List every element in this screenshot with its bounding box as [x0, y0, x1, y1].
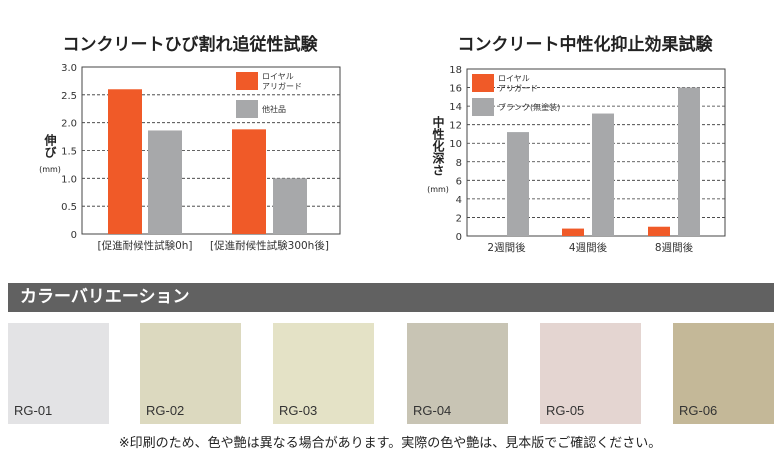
- legend-label: 他社品: [262, 104, 286, 114]
- legend-label: ブランク(無塗装): [498, 102, 560, 112]
- y-tick-label: 12: [449, 121, 462, 132]
- y-tick-label: 10: [449, 139, 462, 150]
- disclaimer-note: ※印刷のため、色や艶は異なる場合があります。実際の色や艶は、見本版でご確認くださ…: [118, 436, 662, 451]
- legend-label: アリガード: [498, 83, 538, 93]
- y-tick-label: 0: [456, 232, 462, 243]
- bar-royal-aligard: [648, 226, 670, 236]
- y-tick-label: 16: [449, 84, 462, 95]
- section-title: カラーバリエーション: [8, 283, 774, 312]
- x-tick-label: 2週間後: [487, 241, 526, 254]
- swatch-label: RG-03: [279, 403, 318, 418]
- x-tick-label: [促進耐候性試験0h]: [97, 239, 192, 252]
- x-tick-label: 8週間後: [655, 241, 694, 254]
- legend-swatch: [236, 100, 258, 118]
- color-swatch-rg-02: RG-02: [140, 323, 241, 424]
- legend-label: アリガード: [262, 81, 302, 91]
- bar-other: [678, 87, 700, 236]
- legend-label: ロイヤル: [498, 74, 530, 83]
- legend-swatch: [472, 74, 494, 92]
- color-swatch-rg-06: RG-06: [673, 323, 774, 424]
- y-tick-label: 2.5: [61, 91, 77, 102]
- y-tick-label: 0: [71, 230, 77, 241]
- y-tick-label: 2.0: [61, 119, 77, 130]
- bar-other: [507, 132, 529, 236]
- legend-swatch: [236, 72, 258, 90]
- legend-swatch: [472, 98, 494, 116]
- x-tick-label: 4週間後: [569, 241, 608, 254]
- y-axis-label-elongation: 伸び: [43, 134, 57, 158]
- y-tick-label: 0.5: [61, 202, 77, 213]
- swatch-label: RG-05: [546, 403, 585, 418]
- swatch-label: RG-04: [413, 403, 452, 418]
- color-swatch-rg-03: RG-03: [273, 323, 374, 424]
- bar-royal-aligard: [108, 89, 142, 235]
- color-swatch-rg-04: RG-04: [407, 323, 508, 424]
- bar-royal-aligard: [232, 129, 266, 234]
- y-tick-label: 2: [456, 213, 462, 224]
- chart-title: コンクリート中性化抑止効果試験: [458, 34, 714, 55]
- y-tick-label: 8: [456, 158, 462, 169]
- y-axis-label-neutralization-depth: 中性化深さ: [431, 116, 445, 176]
- bar-other: [273, 178, 307, 234]
- bar-other: [592, 113, 614, 236]
- y-tick-label: 14: [449, 102, 462, 113]
- x-tick-label: [促進耐候性試験300h後]: [210, 239, 329, 252]
- y-tick-label: 3.0: [61, 63, 77, 74]
- y-axis-unit: (mm): [427, 185, 449, 194]
- y-tick-label: 6: [456, 176, 462, 187]
- bar-royal-aligard: [562, 228, 584, 236]
- swatch-label: RG-01: [14, 403, 53, 418]
- y-axis-unit: (mm): [39, 165, 61, 174]
- swatch-label: RG-02: [146, 403, 185, 418]
- bar-other: [148, 130, 182, 234]
- y-tick-label: 1.5: [61, 147, 77, 158]
- legend-label: ロイヤル: [262, 72, 294, 81]
- color-swatch-rg-05: RG-05: [540, 323, 641, 424]
- color-swatch-rg-01: RG-01: [8, 323, 109, 424]
- plot-frame: [81, 66, 341, 235]
- y-tick-label: 18: [449, 65, 462, 76]
- swatch-label: RG-06: [679, 403, 718, 418]
- y-tick-label: 1.0: [61, 174, 77, 185]
- charts: コンクリートひび割れ追従性試験 0 0.5 1.0 1.5 2.0 2.5 3.0 (mm) [促…: [39, 34, 726, 254]
- y-tick-label: 4: [456, 195, 462, 206]
- chart-title: コンクリートひび割れ追従性試験: [63, 34, 319, 55]
